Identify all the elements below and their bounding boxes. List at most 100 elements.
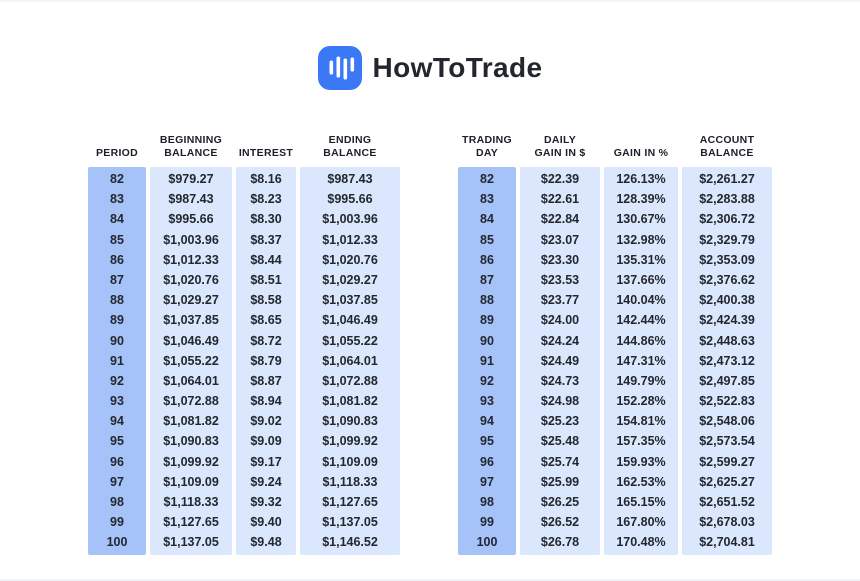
table-cell: $1,037.85 — [163, 313, 219, 328]
table-cell: $24.00 — [540, 313, 580, 328]
table-cell: 84 — [110, 212, 124, 227]
table-cell: $1,020.76 — [163, 272, 219, 287]
table-cell: $2,473.12 — [699, 353, 755, 368]
table-cell: 170.48% — [616, 535, 666, 550]
table-cell: 95 — [110, 434, 124, 449]
table-cell: $2,573.54 — [699, 434, 755, 449]
column-header: PERIOD — [95, 147, 139, 159]
table-cell: $8.65 — [250, 313, 282, 328]
table-cell: $2,704.81 — [699, 535, 755, 550]
table-cell: 92 — [480, 373, 494, 388]
table-cell: $1,046.49 — [322, 313, 378, 328]
table-cell: $8.87 — [250, 373, 282, 388]
table-column: BEGINNING BALANCE $979.27 $987.43 $995.66 $1… — [150, 116, 232, 555]
table-cell: $1,072.88 — [322, 373, 378, 388]
table-cell: 85 — [110, 232, 124, 247]
table-cell: $1,137.05 — [322, 515, 378, 530]
column-header: DAILY GAIN IN $ — [534, 134, 586, 159]
candlestick-bars-icon — [317, 46, 362, 90]
table-cell: $2,353.09 — [699, 252, 755, 267]
table-cell: $1,012.33 — [322, 232, 378, 247]
table-cell: 84 — [480, 212, 494, 227]
table-cell: $2,424.39 — [699, 313, 755, 328]
table-cell: $9.02 — [250, 414, 282, 429]
table-cell: $1,046.49 — [163, 333, 219, 348]
table-cell: 82 — [480, 172, 494, 186]
table-cell: 99 — [480, 515, 494, 530]
key-column-panel: 82 83 84 85 86 87 88 89 90 91 92 93 94 95 96 97 98 99 100 — [458, 167, 516, 555]
table-cell: $8.30 — [250, 212, 282, 227]
table-cell: 83 — [110, 192, 124, 207]
table-cell: $9.09 — [250, 434, 282, 449]
table-cell: $8.58 — [250, 293, 282, 308]
table-cell: $2,329.79 — [699, 232, 755, 247]
table-cell: $1,064.01 — [322, 353, 378, 368]
table-cell: $24.24 — [540, 333, 580, 348]
table-cell: 82 — [110, 172, 124, 186]
table-cell: 85 — [480, 232, 494, 247]
table-cell: $25.99 — [540, 474, 580, 489]
table-cell: 97 — [480, 474, 494, 489]
table-cell: 93 — [110, 394, 124, 409]
table-cell: $1,109.09 — [322, 454, 378, 469]
table-cell: $9.40 — [250, 515, 282, 530]
table-cell: $1,118.33 — [163, 495, 219, 509]
table-cell: $2,678.03 — [699, 515, 755, 530]
table-cell: 89 — [480, 313, 494, 328]
table-cell: $1,099.92 — [322, 434, 378, 449]
table-cell: 98 — [110, 495, 124, 509]
table-cell: $1,029.27 — [163, 293, 219, 308]
table-cell: 92 — [110, 373, 124, 388]
table-cell: 95 — [480, 434, 494, 449]
table-cell: $24.73 — [540, 373, 580, 388]
value-column-panel: $22.39 $22.61 $22.84 $23.07 $23.30 $23.53 $23.… — [520, 167, 600, 555]
table-cell: 88 — [110, 293, 124, 308]
table-cell: 154.81% — [616, 414, 666, 429]
table-cell: $23.30 — [540, 252, 580, 267]
table-cell: 86 — [110, 252, 124, 267]
table-cell: 149.79% — [616, 373, 666, 388]
column-header: ENDING BALANCE — [323, 134, 377, 159]
table-cell: $1,020.76 — [322, 252, 378, 267]
table-cell: 96 — [480, 454, 494, 469]
table-cell: 165.15% — [616, 495, 666, 509]
table-cell: $2,306.72 — [699, 212, 755, 227]
table-cell: $22.84 — [540, 212, 580, 227]
table-column: INTEREST $8.16 $8.23 $8.30 $8.37 $8.44 $8.51 $8… — [236, 116, 296, 555]
table-cell: 91 — [110, 353, 124, 368]
key-column-panel: 82 83 84 85 86 87 88 89 90 91 92 93 94 95 96 97 98 99 100 — [88, 167, 146, 555]
table-cell: $2,376.62 — [699, 272, 755, 287]
table-cell: $2,548.06 — [699, 414, 755, 429]
table-cell: $2,625.27 — [699, 474, 755, 489]
table-cell: 137.66% — [616, 272, 666, 287]
table-cell: $1,099.92 — [163, 454, 219, 469]
table-cell: 162.53% — [616, 474, 666, 489]
table-cell: 144.86% — [616, 333, 666, 348]
table-cell: 89 — [110, 313, 124, 328]
table-cell: $8.44 — [250, 252, 282, 267]
table-cell: $24.98 — [540, 394, 580, 409]
table-cell: 86 — [480, 252, 494, 267]
table-cell: $1,081.82 — [163, 414, 219, 429]
table-column: ENDING BALANCE $987.43 $995.66 $1,003.96 $1,… — [300, 116, 400, 555]
table-cell: $26.52 — [540, 515, 580, 530]
table-cell: 140.04% — [616, 293, 666, 308]
table-cell: $8.16 — [250, 172, 282, 186]
table-cell: $2,651.52 — [699, 495, 755, 509]
table-cell: $24.49 — [540, 353, 580, 368]
table-cell: $1,055.22 — [322, 333, 378, 348]
table-cell: $26.25 — [540, 495, 580, 509]
table-cell: $1,109.09 — [163, 474, 219, 489]
bottom-edge-divider — [0, 579, 860, 581]
table-cell: 99 — [110, 515, 124, 530]
table-cell: $25.74 — [540, 454, 580, 469]
table-cell: $9.32 — [250, 495, 282, 509]
table-cell: $1,081.82 — [322, 394, 378, 409]
account-balance-table: TRADING DAY 82 83 84 85 86 87 88 89 90 91 92 93 94 95 9… — [458, 116, 772, 555]
table-cell: 98 — [480, 495, 494, 509]
table-cell: $1,064.01 — [163, 373, 219, 388]
table-cell: 94 — [480, 414, 494, 429]
table-cell: $1,029.27 — [322, 272, 378, 287]
table-cell: $1,003.96 — [163, 232, 219, 247]
value-column-panel: $8.16 $8.23 $8.30 $8.37 $8.44 $8.51 $8.58 $8.65… — [236, 167, 296, 555]
